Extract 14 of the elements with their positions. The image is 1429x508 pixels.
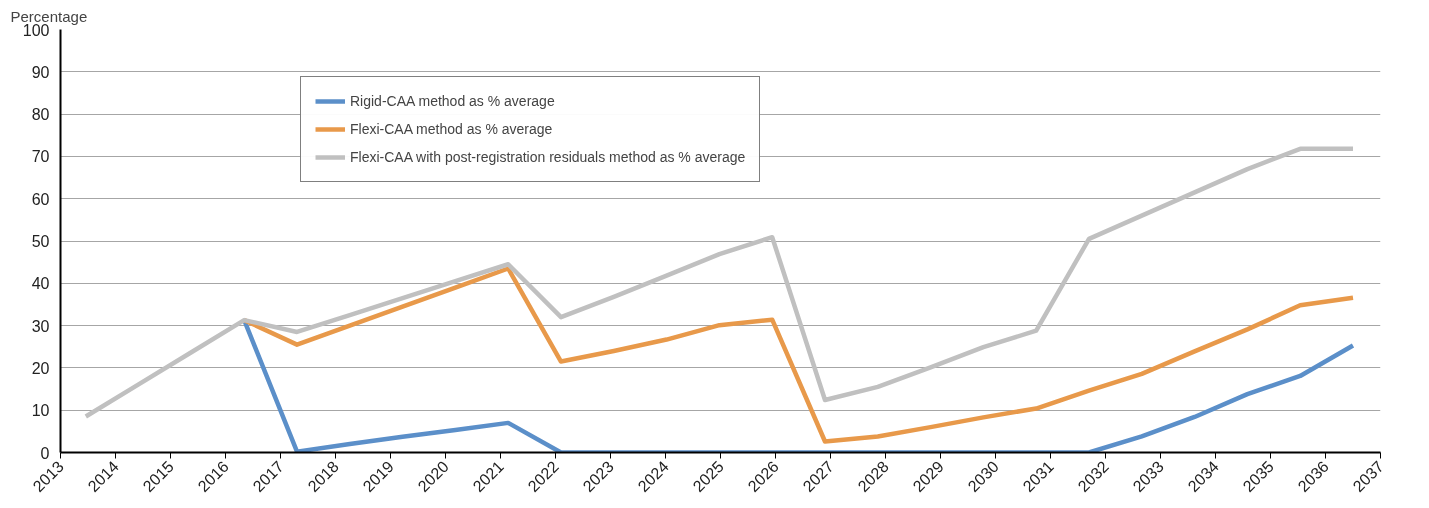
y-tick-label: 80 — [31, 106, 50, 124]
y-tick-label: 30 — [31, 317, 50, 335]
y-tick-label: 90 — [31, 63, 50, 81]
y-tick-label: 70 — [31, 148, 50, 166]
legend-label: Flexi-CAA with post-registration residuals method as % average — [350, 149, 746, 165]
line-series — [83, 146, 1356, 419]
y-tick-label: 20 — [31, 359, 50, 377]
legend-label: Rigid-CAA method as % average — [350, 93, 556, 109]
legend-label: Flexi-CAA method as % average — [350, 121, 554, 137]
y-tick-label: 60 — [31, 190, 50, 208]
y-tick-label: 0 — [40, 444, 50, 462]
y-tick-label: 40 — [31, 275, 50, 293]
y-tick-label: 10 — [31, 402, 50, 420]
y-tick-label: 50 — [31, 233, 50, 250]
